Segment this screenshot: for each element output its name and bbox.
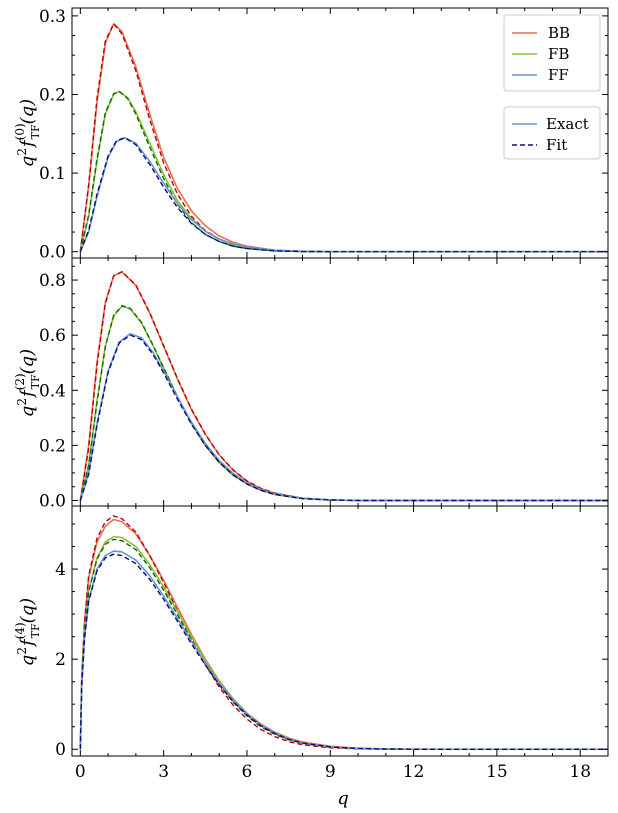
ytick-label-middle: 0.4 [39,381,66,401]
legend-label-fit: Fit [546,136,567,154]
xtick-label: 0 [75,762,86,782]
svg-text:q2f(4)TF(q): q2f(4) TF(q) [13,598,42,666]
ylabel-middle: q2f(2) TF(q) [13,349,42,417]
legend-series: BB FB FF [503,14,601,92]
legend-styles-box [503,106,601,160]
panels: 0.0 0.1 0.2 0.3 0.0 0.2 0.4 0.6 0.8 0 2 4 0 3 6 9 12 15 18 [39,7,609,782]
ytick-label-middle: 0.8 [39,271,66,291]
curves-top [79,22,608,253]
svg-text:q2f(0)TF(q): q2f(0) TF(q) [13,99,42,167]
ytick-label-top: 0.1 [39,164,66,184]
series-bb-fit-top [79,23,608,253]
series-bb-exact-middle [79,270,608,502]
series-bb-exact-bottom [79,518,608,751]
ylabel-top: q2f(0) TF(q) [13,99,42,167]
series-fb-exact-bottom [79,535,608,751]
ylabel-bottom: q2f(4) TF(q) [13,598,42,666]
legend-series-box [503,14,601,92]
ytick-label-top: 0.3 [39,7,66,27]
ytick-label-bottom: 4 [55,560,66,580]
legend-label-fb: FB [548,45,569,63]
ytick-label-middle: 0.0 [39,491,66,511]
xtick-label: 3 [158,762,169,782]
series-ff-fit-middle [79,334,608,502]
curves-bottom [79,515,608,751]
panel-middle: 0.0 0.2 0.4 0.6 0.8 [39,257,609,511]
series-ff-fit-top [79,137,608,253]
xtick-label: 9 [325,762,336,782]
panel-bottom: 0 2 4 0 3 6 9 12 15 18 [55,505,609,782]
xtick-label: 12 [403,762,425,782]
legend-styles: Exact Fit [503,106,601,160]
ytick-label-bottom: 0 [55,740,66,760]
ytick-label-top: 0.0 [39,243,66,263]
ytick-label-bottom: 2 [55,650,66,670]
series-fb-fit-top [79,90,608,253]
ytick-label-middle: 0.2 [39,436,66,456]
legend-label-exact: Exact [546,115,589,133]
x-axis-title: q [337,788,349,809]
ytick-label-middle: 0.6 [39,326,66,346]
frame-middle [71,257,609,507]
xtick-label: 6 [242,762,253,782]
xtick-label: 18 [569,762,591,782]
series-ff-fit-bottom [79,553,608,750]
series-fb-fit-bottom [79,538,608,750]
curves-middle [79,270,608,502]
series-bb-fit-middle [79,271,608,502]
svg-text:q2f(2)TF(q): q2f(2) TF(q) [13,349,42,417]
legend-label-ff: FF [548,66,569,84]
legend-label-bb: BB [548,24,570,42]
frame-bottom [71,505,609,757]
series-ff-exact-bottom [79,550,608,751]
xtick-label: 15 [486,762,508,782]
series-bb-fit-bottom [79,515,608,750]
ytick-label-top: 0.2 [39,85,66,105]
